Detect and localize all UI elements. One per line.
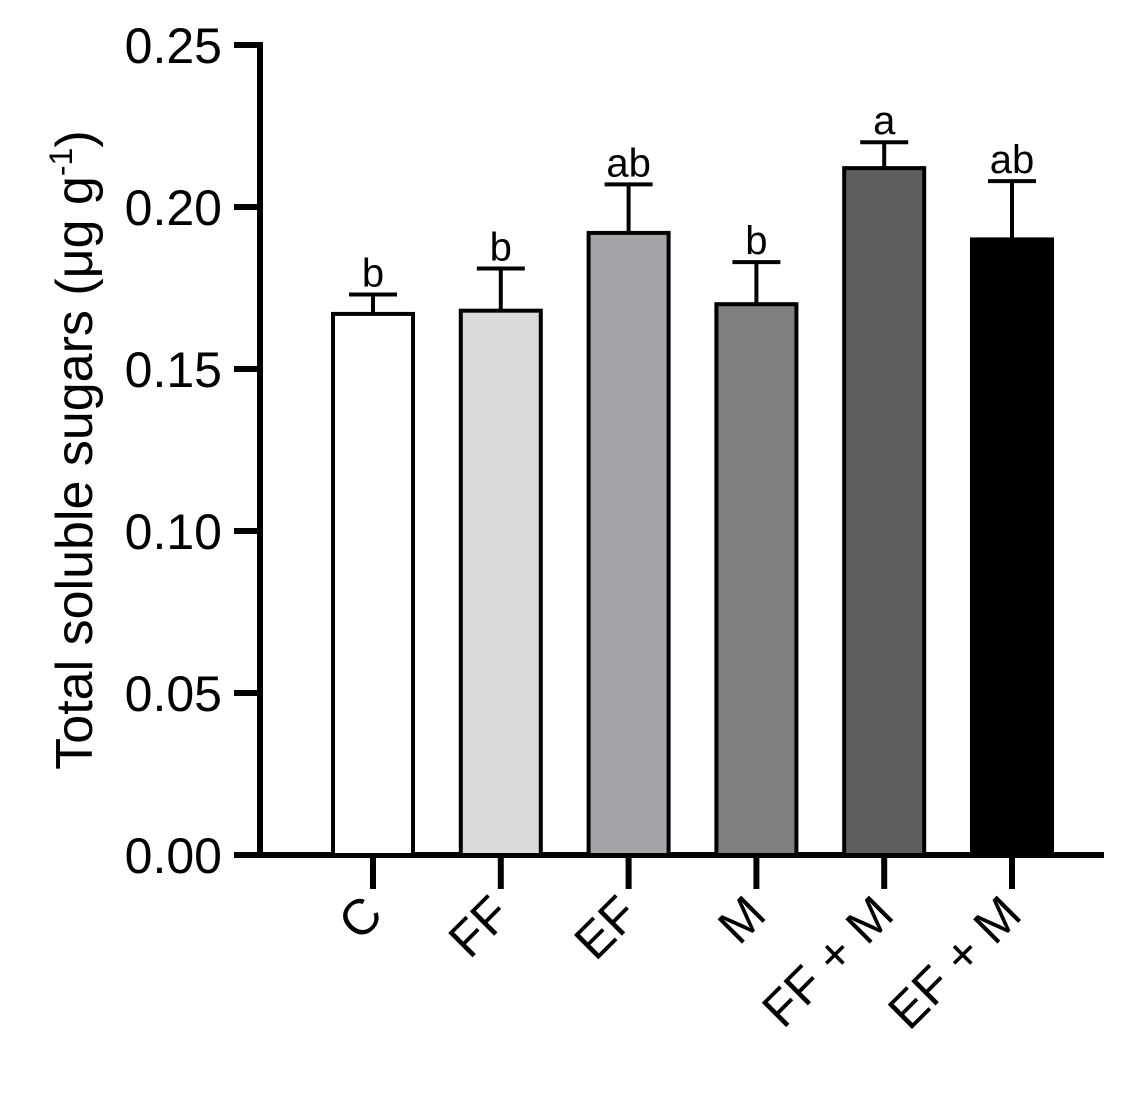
bar: [842, 166, 927, 857]
significance-letter: b: [745, 219, 767, 263]
significance-letter: b: [490, 226, 512, 270]
x-tick-label: FF + M: [751, 885, 904, 1038]
x-tick-label: EF: [564, 885, 649, 970]
y-tick-label: 0.15: [125, 342, 222, 398]
y-tick-label: 0.25: [125, 18, 222, 74]
x-tick-label: C: [328, 885, 393, 950]
y-tick-label: 0.10: [125, 504, 222, 560]
y-axis-label-superscript: -1: [43, 148, 79, 176]
x-tick-label: EF + M: [877, 885, 1032, 1040]
y-tick-label: 0.05: [125, 666, 222, 722]
significance-letter: a: [873, 99, 896, 143]
bar: [458, 308, 543, 857]
x-tick-label: M: [707, 885, 776, 954]
significance-letter: ab: [606, 141, 651, 185]
y-tick-label: 0.20: [125, 180, 222, 236]
svg-text:Total soluble sugars (μg g-1): Total soluble sugars (μg g-1): [43, 130, 104, 769]
bar: [331, 311, 415, 858]
bar: [714, 302, 799, 857]
y-tick-label: 0.00: [125, 828, 222, 884]
y-axis-label: Total soluble sugars (μg g-1): [43, 130, 104, 769]
y-axis-label-text: Total soluble sugars (μg g: [46, 176, 104, 770]
significance-letter: b: [362, 251, 384, 295]
bar: [586, 230, 671, 858]
x-tick-label: FF: [438, 885, 521, 968]
bar: [970, 237, 1054, 857]
y-axis-label-close: ): [46, 130, 104, 147]
plot-area: 0.00 0.05 0.10 0.15 0.20 0.25 b Cb FF ab EF b Ma FF +…: [125, 18, 1104, 1040]
significance-letter: ab: [990, 138, 1035, 182]
